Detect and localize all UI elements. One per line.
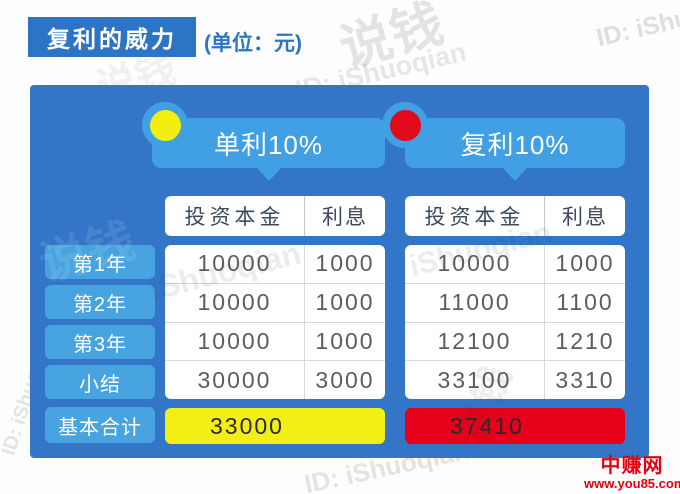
row-label-year-1: 第1年 <box>45 245 155 279</box>
table-row: 11000 1100 <box>405 283 625 323</box>
table-row: 10000 1000 <box>165 322 385 362</box>
table-cell: 11000 <box>405 283 545 322</box>
header-cell-interest: 利息 <box>322 206 368 229</box>
watermark-id: ID: iShu <box>593 3 680 53</box>
table-cell: 10000 <box>165 322 305 361</box>
table-cell: 1000 <box>315 289 375 316</box>
table-cell: 1000 <box>555 250 615 277</box>
table-row: 30000 3000 <box>165 361 385 399</box>
table-cell: 1000 <box>315 327 375 354</box>
site-logo: 中赚网 www.you85.com <box>584 456 680 491</box>
table-row: 10000 1000 <box>405 245 625 284</box>
watermark-brand: 说钱 <box>333 0 450 79</box>
table-cell: 1100 <box>556 289 614 316</box>
table-cell: 1210 <box>555 327 615 354</box>
table-cell: 10000 <box>165 245 305 283</box>
simple-interest-bubble: 单利10% <box>152 118 385 181</box>
simple-total-bar: 33000 <box>165 408 385 444</box>
header-cell-interest: 利息 <box>562 206 608 229</box>
header-cell-principal: 投资本金 <box>405 196 545 236</box>
table-cell: 1000 <box>315 250 375 277</box>
table-cell: 30000 <box>165 361 305 399</box>
compound-interest-bubble: 复利10% <box>405 118 625 181</box>
simple-interest-table-header: 投资本金 利息 <box>165 196 385 236</box>
row-label-grand-total: 基本合计 <box>45 407 155 443</box>
table-cell: 10000 <box>165 283 305 322</box>
table-cell: 3000 <box>315 366 375 393</box>
red-dot-ring <box>382 102 428 148</box>
table-row: 10000 1000 <box>165 245 385 284</box>
unit-label: (单位：元) <box>204 32 302 55</box>
compound-total-bar: 37410 <box>405 408 625 444</box>
table-cell: 12100 <box>405 322 545 361</box>
compound-interest-table-header: 投资本金 利息 <box>405 196 625 236</box>
page-title: 复利的威力 <box>28 17 196 57</box>
yellow-dot-icon <box>149 109 181 141</box>
table-row: 10000 1000 <box>165 283 385 323</box>
table-row: 33100 3310 <box>405 361 625 399</box>
logo-url: www.you85.com <box>584 476 680 491</box>
row-label-year-2: 第2年 <box>45 285 155 319</box>
table-row: 12100 1210 <box>405 322 625 362</box>
table-cell: 10000 <box>405 245 545 283</box>
comparison-panel: 单利10% 复利10% 第1年 第2年 第3年 小结 基本合计 投资本金 利息 … <box>30 85 649 458</box>
row-label-year-3: 第3年 <box>45 325 155 359</box>
red-dot-icon <box>389 109 421 141</box>
header-cell-principal: 投资本金 <box>165 196 305 236</box>
row-label-subtotal: 小结 <box>45 365 155 399</box>
compound-interest-table: 10000 1000 11000 1100 12100 1210 33100 3… <box>405 245 625 399</box>
yellow-dot-ring <box>142 102 188 148</box>
table-cell: 3310 <box>555 366 615 393</box>
simple-interest-table: 10000 1000 10000 1000 10000 1000 30000 3… <box>165 245 385 399</box>
logo-name: 中赚网 <box>600 455 664 477</box>
table-cell: 33100 <box>405 361 545 399</box>
